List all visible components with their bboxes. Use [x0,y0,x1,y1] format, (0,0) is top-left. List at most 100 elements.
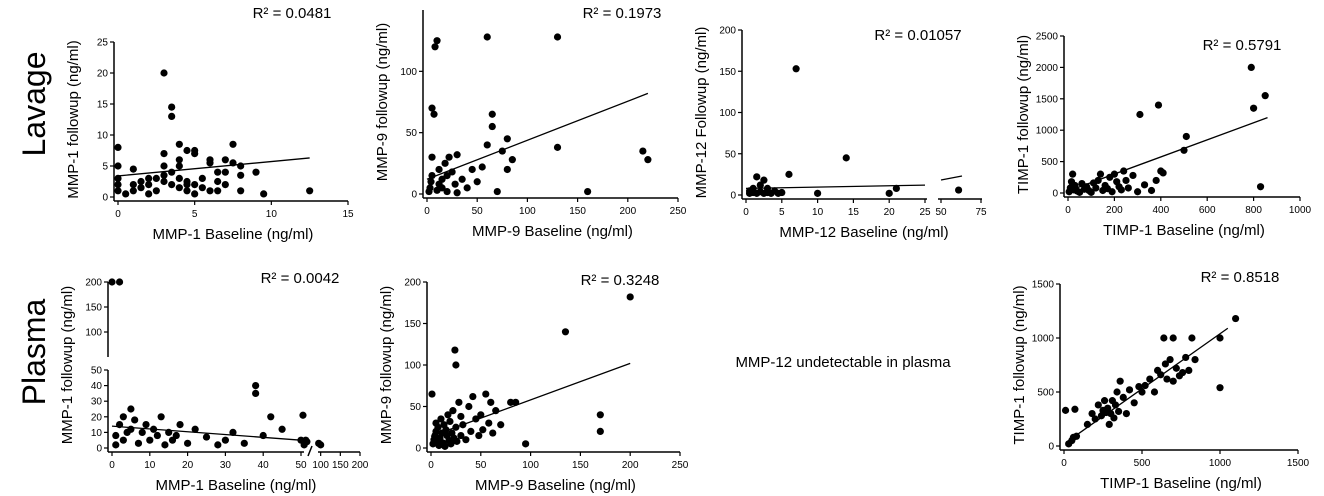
data-point [1178,368,1187,377]
data-point [1113,388,1121,396]
data-point [206,156,214,164]
data-point [596,427,604,435]
data-point [1110,414,1118,422]
data-point [142,421,150,429]
data-point [488,122,496,131]
axis-break [307,445,313,457]
x-axis-label: MMP-1 Baseline (ng/ml) [156,477,317,494]
data-point [483,33,491,41]
fit-line-right [940,175,963,181]
x-tick-label: 15 [848,207,860,218]
x-axis-label: TIMP-1 Baseline (ng/ml) [1100,475,1262,492]
y-tick-label: 1500 [1032,280,1055,291]
data-point [1166,356,1174,364]
r-squared-label: R² = 0.8518 [1201,269,1280,286]
data-point [1094,176,1102,185]
data-point [455,398,463,406]
data-point [129,181,137,189]
data-point [469,392,477,401]
y-tick-label: 0 [96,444,102,455]
data-point [161,441,169,449]
data-point [1185,366,1193,374]
data-point [453,151,461,159]
r-squared-label: R² = 0.3248 [581,272,660,289]
x-axis-label: MMP-1 Baseline (ng/ml) [153,226,314,243]
data-point [175,184,183,192]
panel-lavage-mmp12: 0 5 10 15 20 25 50 75 0 50 100 150 200 MMP-12 Baselin… [693,26,987,242]
data-point [842,154,850,162]
data-point [129,165,137,173]
x-tick-label: 50 [472,206,484,217]
data-point [1115,407,1123,416]
data-point [760,176,768,184]
data-point [152,174,160,182]
data-point [458,175,466,183]
x-tick-label: 800 [1245,205,1262,216]
data-point [756,181,764,189]
data-point [112,431,120,440]
data-point [428,390,436,398]
data-point [214,187,222,195]
fit-line [117,157,310,177]
data-point [191,190,199,198]
data-point [1188,334,1196,342]
data-point [168,181,176,189]
data-point [459,421,467,429]
data-point [229,428,237,436]
data-point [221,156,229,164]
panel-plasma-mmp1: 0 10 20 30 40 50 100 150 20001020304050100150200… [59,270,369,494]
data-point [138,428,146,436]
data-point [438,184,446,192]
data-point [122,190,130,198]
data-point [451,346,459,354]
data-point [259,431,267,440]
data-point [112,441,120,449]
data-point [453,189,461,197]
x-tick-label: 150 [332,460,349,471]
data-point [1216,334,1224,342]
y-tick-label: 100 [400,67,417,78]
data-point [1094,401,1102,409]
data-point [172,431,180,440]
data-point [444,411,452,419]
data-point [437,415,445,423]
data-point [1120,167,1128,175]
mmp12-plasma-note: MMP-12 undetectable in plasma [735,354,951,371]
data-point [145,190,153,198]
panel-plasma-timp1: 0 500 1000 1500 0 500 1000 1500 TIMP-1 Baseline … [1011,269,1310,492]
y-tick-label: 100 [719,108,736,119]
data-point [1169,377,1177,385]
data-point [1104,404,1112,412]
data-point [127,405,135,413]
data-point [447,440,455,448]
x-axis-label: MMP-9 Baseline (ng/ml) [475,477,636,494]
data-point [446,417,454,426]
y-tick-label: 150 [404,319,421,330]
data-point [1163,375,1171,383]
row-label-lavage: Lavage [16,52,52,157]
data-point [503,165,511,174]
data-point [485,419,493,427]
data-point [1124,184,1132,192]
data-point [160,150,168,158]
data-point [237,187,245,195]
data-point [1191,356,1199,364]
y-tick-label: 0 [102,193,108,204]
x-tick-label: 5 [192,209,198,220]
y-tick-label: 30 [91,397,103,408]
data-point [237,162,245,170]
x-tick-label: 40 [258,460,270,471]
y-tick-label: 0 [1052,189,1058,200]
data-point [214,177,222,186]
y-tick-label: 0 [1048,442,1054,453]
data-point [644,156,652,164]
y-tick-label: 20 [97,69,109,80]
data-point [814,189,822,197]
data-point [1129,171,1137,180]
y-axis-label: TIMP-1 followup (ng/ml) [1015,35,1032,194]
data-point [463,184,471,192]
data-point [892,184,900,192]
data-point [202,433,211,441]
y-tick-label: 15 [97,100,109,111]
